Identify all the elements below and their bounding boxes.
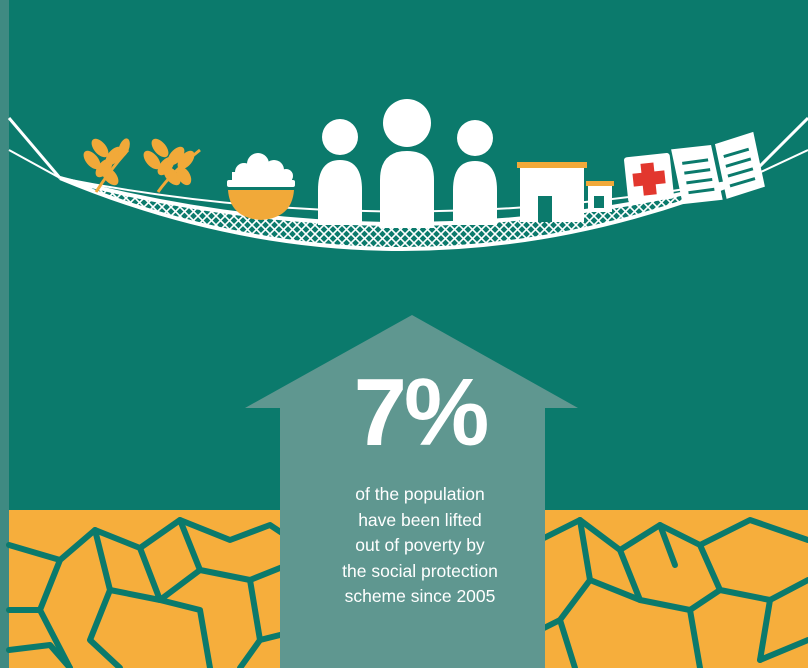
caption-line: out of poverty by [355,535,485,555]
left-edge-strip [0,0,9,668]
rice-bowl-icon [227,153,295,220]
up-arrow [245,315,578,668]
caption-line: have been lifted [358,509,482,530]
person-icon [453,120,497,225]
caption-line: scheme since 2005 [344,586,496,606]
stat-value: 7% [353,359,490,466]
wheat-icon [143,138,201,193]
person-icon [380,99,434,228]
caption-line: of the population [355,484,485,504]
open-book-icon [671,131,765,205]
caption-line: the social protection [342,560,498,581]
medical-kit-icon [624,153,674,203]
house-icon [517,162,614,222]
net-rope-left-lower [8,149,61,179]
person-icon [318,119,362,225]
wheat-icon [83,138,130,193]
stat-caption: of the population have been lifted out o… [300,482,540,610]
net-rope-left [7,117,62,179]
